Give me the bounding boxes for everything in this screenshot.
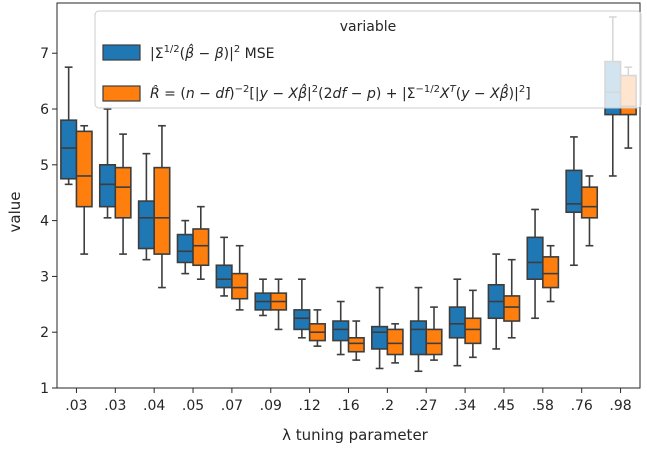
box-mse: [448, 278, 466, 367]
box-iqr: [60, 119, 78, 180]
box-rhat: [231, 244, 249, 311]
x-tick-label: .27: [415, 398, 437, 414]
box-iqr: [137, 200, 155, 250]
y-tick-label: 4: [40, 214, 49, 230]
x-tick-label: .2: [381, 398, 394, 414]
x-tick-label: .03: [65, 398, 87, 414]
y-tick-label: 6: [40, 102, 49, 118]
y-tick-label: 2: [40, 325, 49, 341]
x-axis-label: λ tuning parameter: [282, 426, 429, 444]
box-rhat: [153, 124, 171, 289]
axes-layer: value λ tuning parameter 1 2 3 4 5 6 7 .03 .03 .0…: [6, 2, 641, 444]
x-tick-label: .12: [299, 398, 321, 414]
x-tick-label: .45: [493, 398, 515, 414]
box-iqr: [176, 233, 194, 264]
x-tick-label: .16: [337, 398, 359, 414]
box-mse: [526, 208, 544, 320]
x-tick-label: .34: [454, 398, 476, 414]
box-iqr: [215, 264, 233, 289]
box-mse: [487, 253, 505, 350]
box-iqr: [192, 228, 210, 267]
x-tick-label: .09: [260, 398, 282, 414]
legend-swatch-rhat: [102, 85, 141, 102]
box-iqr: [503, 295, 521, 322]
box-rhat: [542, 244, 560, 303]
box-iqr: [448, 306, 466, 339]
legend-label-mse: |Σ1/2(β̂ − β)|2 MSE: [150, 43, 274, 62]
y-tick-label: 1: [40, 381, 49, 397]
box-rhat: [464, 289, 482, 359]
box-iqr: [231, 272, 249, 300]
box-iqr: [565, 169, 583, 214]
box-rhat: [308, 309, 326, 347]
x-tick-label: .07: [221, 398, 243, 414]
legend-title: variable: [340, 19, 396, 35]
box-iqr: [580, 186, 599, 219]
legend: variable |Σ1/2(β̂ − β)|2 MSE R̂ = (n − d…: [94, 10, 642, 109]
box-iqr: [347, 336, 365, 353]
box-iqr: [98, 164, 117, 208]
box-iqr: [409, 320, 428, 356]
legend-label-rhat: R̂ = (n − df)−2[|y − Xβ̂|2(2df − p) + |Σ…: [150, 83, 531, 102]
box-mse: [60, 66, 78, 186]
box-rhat: [75, 124, 93, 255]
box-iqr: [542, 256, 560, 289]
x-tick-label: .04: [143, 398, 165, 414]
box-rhat: [580, 175, 599, 247]
legend-frame: [94, 10, 642, 109]
box-mse: [293, 278, 311, 339]
x-tick-label: .58: [532, 398, 554, 414]
x-tick-label: .03: [104, 398, 126, 414]
box-mse: [137, 152, 155, 261]
y-tick-label: 5: [40, 158, 49, 174]
box-rhat: [386, 323, 404, 364]
box-iqr: [425, 328, 443, 356]
box-mse: [98, 108, 117, 219]
box-iqr: [332, 320, 350, 342]
box-rhat: [347, 320, 365, 361]
box-iqr: [464, 317, 482, 345]
x-tick-label: .98: [609, 398, 631, 414]
box-rhat: [425, 306, 443, 361]
plot-frame: [56, 2, 641, 389]
legend-swatch-mse: [102, 44, 141, 61]
box-iqr: [526, 236, 544, 280]
box-iqr: [371, 325, 389, 350]
x-tick-label: .76: [571, 398, 593, 414]
box-iqr: [386, 328, 404, 356]
box-iqr: [114, 166, 132, 219]
y-tick-label: 3: [40, 269, 49, 285]
box-mse: [332, 300, 350, 356]
box-rhat: [114, 133, 132, 255]
box-iqr: [293, 309, 311, 331]
box-rhat: [192, 205, 210, 280]
y-tick-label: 7: [40, 46, 49, 62]
box-iqr: [153, 166, 171, 255]
box-mse: [254, 278, 272, 317]
box-rhat: [269, 278, 288, 331]
box-rhat: [503, 258, 521, 339]
box-iqr: [75, 130, 93, 208]
box-mse: [565, 136, 583, 267]
y-axis-label: value: [6, 192, 24, 233]
x-tick-label: .05: [182, 398, 204, 414]
